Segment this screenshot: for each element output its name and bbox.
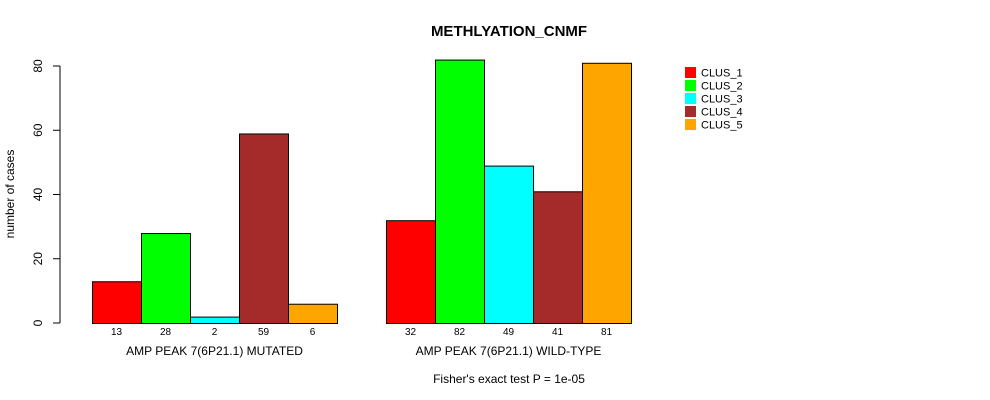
bar-value-label: 2 [212,327,218,338]
bar-clus-3-group-2 [484,165,534,324]
bar-clus-4-group-2 [533,191,583,324]
bar-value-label: 13 [111,327,123,338]
group-label-1: AMP PEAK 7(6P21.1) MUTATED [126,344,303,358]
bar-value-label: 82 [454,327,466,338]
bar-clus-4-group-1 [239,133,289,324]
bar-clus-5-group-1 [288,303,338,325]
y-tick-label-60: 60 [31,123,45,137]
legend-swatch-1 [685,67,696,78]
y-axis: 0 20 40 60 80 [31,59,61,326]
legend-swatch-3 [685,93,696,104]
y-tick-label-20: 20 [31,252,45,266]
bar-clus-1-group-2 [386,220,436,324]
legend-swatch-2 [685,80,696,91]
bar-value-label: 49 [503,327,515,338]
legend-label-1: CLUS_1 [701,68,743,80]
legend-label-5: CLUS_5 [701,120,743,132]
y-tick-label-0: 0 [31,319,45,326]
footnote: Fisher's exact test P = 1e-05 [433,372,585,386]
bar-value-label: 59 [258,327,270,338]
y-axis-label: number of cases [3,150,17,239]
legend-label-2: CLUS_2 [701,81,743,93]
bar-value-label: 6 [310,327,316,338]
bar-value-label: 28 [160,327,172,338]
bar-value-label: 41 [552,327,564,338]
legend-label-4: CLUS_4 [701,107,743,119]
y-tick-label-80: 80 [31,59,45,73]
bar-clus-2-group-1 [141,233,191,324]
legend-label-3: CLUS_3 [701,94,743,106]
bar-clus-3-group-1 [190,316,240,325]
bar-clus-1-group-1 [92,281,142,324]
legend-swatch-4 [685,106,696,117]
bar-value-labels: 13 28 2 59 6 32 82 49 41 81 [111,327,613,338]
y-tick-label-40: 40 [31,188,45,202]
bars [92,59,632,325]
chart-title: METHLYATION_CNMF [431,23,587,40]
bar-clus-5-group-2 [582,62,632,324]
group-label-2: AMP PEAK 7(6P21.1) WILD-TYPE [416,344,602,358]
bar-clus-2-group-2 [435,59,485,324]
group-labels: AMP PEAK 7(6P21.1) MUTATED AMP PEAK 7(6P2… [126,344,601,358]
bar-value-label: 32 [405,327,417,338]
legend-swatch-5 [685,119,696,130]
bar-value-label: 81 [601,327,613,338]
